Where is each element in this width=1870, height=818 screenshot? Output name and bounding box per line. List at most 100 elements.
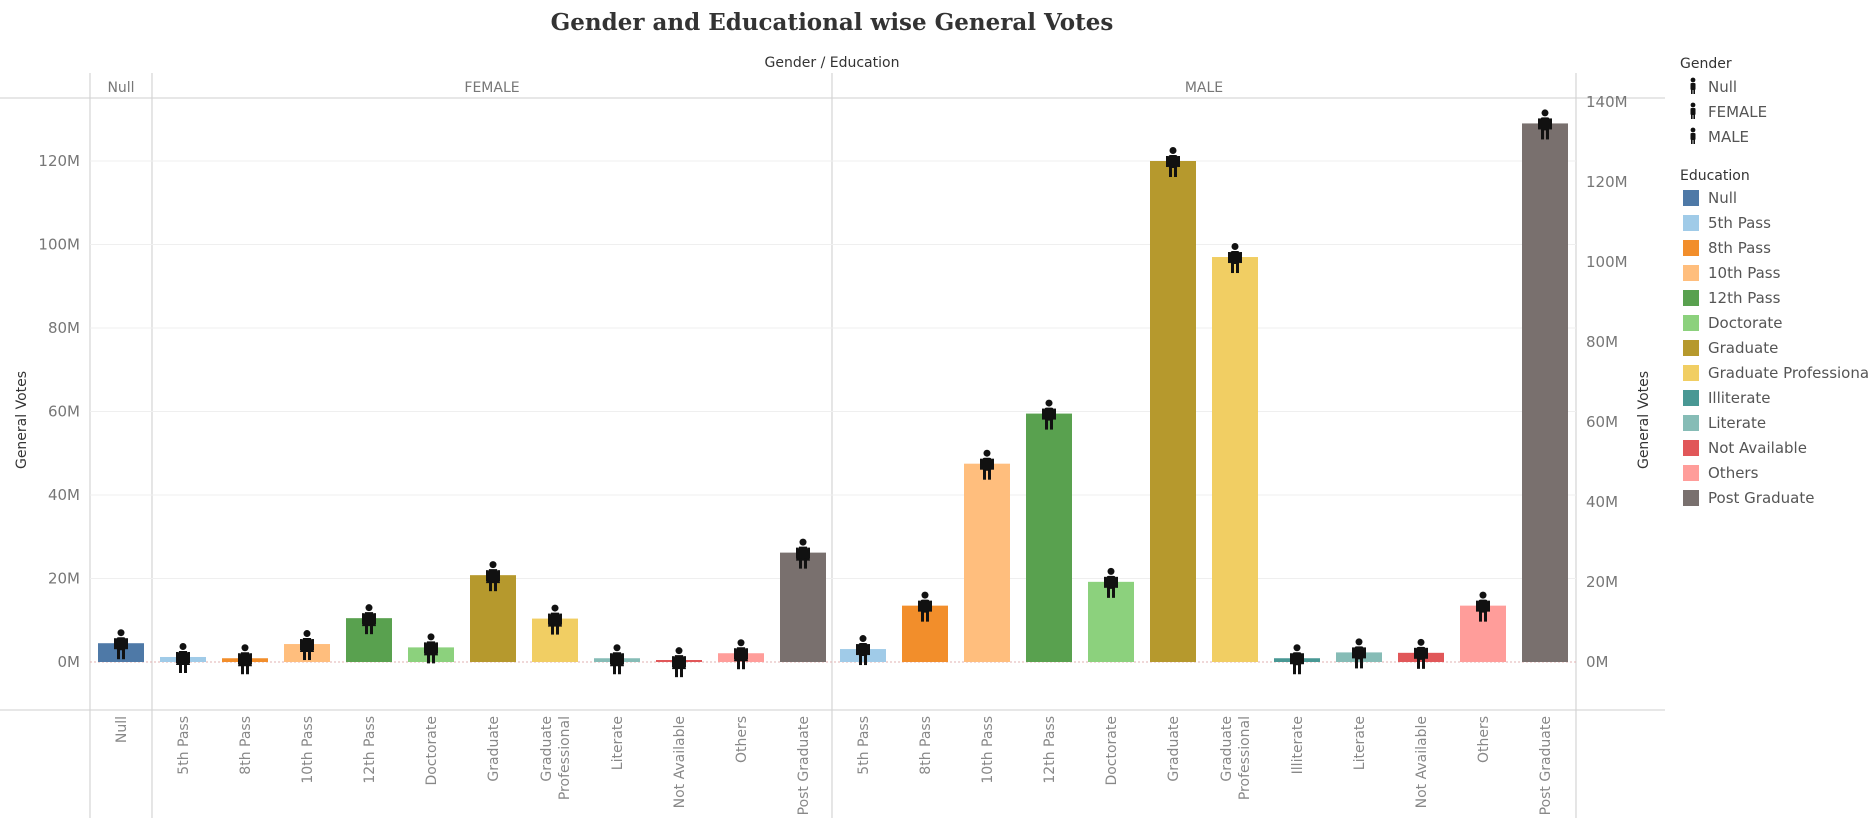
legend-swatch-not-available — [1683, 440, 1699, 456]
bar-male-others — [1460, 605, 1506, 662]
legend-swatch-5th-pass — [1683, 215, 1699, 231]
y-right-tick-label: 140M — [1586, 93, 1628, 111]
y-axis-label-right: General Votes — [1636, 371, 1652, 469]
x-label-female-post-graduate: Post Graduate — [796, 716, 812, 815]
legend-swatch-others — [1683, 465, 1699, 481]
bar-male-12th-pass — [1026, 413, 1072, 662]
x-label-male-others: Others — [1476, 716, 1492, 763]
legend-gender-title: Gender — [1680, 56, 1732, 72]
person-icon — [1042, 399, 1056, 430]
legend-education-item-graduate: Graduate — [1708, 339, 1778, 357]
legend-gender-item-female: FEMALE — [1708, 103, 1767, 121]
y-left-tick-label: 0M — [58, 653, 81, 671]
y-left-tick-label: 20M — [48, 570, 80, 588]
legend-gender-item-male: MALE — [1708, 128, 1749, 146]
x-label-male-post-graduate: Post Graduate — [1538, 716, 1554, 815]
bar-male-graduate-professional — [1212, 257, 1258, 662]
y-right-tick-label: 100M — [1586, 253, 1628, 271]
legend-education-item-10th-pass: 10th Pass — [1708, 264, 1781, 282]
x-label-male-illiterate: Illiterate — [1290, 716, 1306, 774]
x-label-null-null: Null — [114, 716, 130, 743]
legend-education-item-null: Null — [1708, 189, 1737, 207]
x-label-male-5th-pass: 5th Pass — [856, 716, 872, 775]
legend-education-item-8th-pass: 8th Pass — [1708, 239, 1771, 257]
female-icon — [672, 647, 686, 678]
female-icon — [548, 604, 562, 635]
legend-swatch-graduate — [1683, 340, 1699, 356]
pane-header-male: MALE — [1185, 80, 1223, 96]
legend-education-item-not-available: Not Available — [1708, 439, 1807, 457]
x-label-male-literate: Literate — [1352, 716, 1368, 770]
legend-education-item-illiterate: Illiterate — [1708, 389, 1771, 407]
chart-frame — [0, 73, 1665, 818]
legend-swatch-literate — [1683, 415, 1699, 431]
legend-gender-icon — [1690, 102, 1696, 119]
y-axis-right: 0M 20M 40M 60M 80M 100M 120M 140M — [1586, 93, 1628, 671]
y-left-tick-label: 60M — [48, 403, 80, 421]
legend-swatch-post-graduate — [1683, 490, 1699, 506]
legend-swatch-8th-pass — [1683, 240, 1699, 256]
x-label-female-graduate-professional: Graduate — [539, 716, 555, 782]
legend-swatch-10th-pass — [1683, 265, 1699, 281]
bars — [98, 123, 1568, 663]
bar-female-post-graduate — [780, 552, 826, 662]
female-icon — [362, 604, 376, 635]
x-label-female-10th-pass: 10th Pass — [300, 716, 316, 784]
chart-title: Gender and Educational wise General Vote… — [551, 9, 1114, 36]
person-icon — [1538, 109, 1552, 140]
legend-gender-icon — [1690, 77, 1696, 94]
pane-headers: Null FEMALE MALE — [107, 80, 1223, 96]
person-icon — [918, 591, 932, 622]
x-label-female-graduate-professional: Professional — [557, 716, 573, 800]
x-label-male-10th-pass: 10th Pass — [980, 716, 996, 784]
legend-education-item-doctorate: Doctorate — [1708, 314, 1783, 332]
legend-gender-icon — [1690, 127, 1696, 144]
legend-education-item-post-graduate: Post Graduate — [1708, 489, 1814, 507]
female-icon — [424, 633, 438, 664]
bar-male-graduate — [1150, 161, 1196, 662]
y-right-tick-label: 80M — [1586, 333, 1618, 351]
legend-education-item-graduate-professional: Graduate Professional — [1708, 364, 1870, 382]
x-label-male-8th-pass: 8th Pass — [918, 716, 934, 775]
person-icon — [1414, 638, 1428, 669]
legend-swatch-graduate-professional — [1683, 365, 1699, 381]
pane-header-female: FEMALE — [464, 80, 519, 96]
x-label-female-literate: Literate — [610, 716, 626, 770]
y-left-tick-label: 40M — [48, 486, 80, 504]
x-label-female-others: Others — [734, 716, 750, 763]
y-right-tick-label: 40M — [1586, 493, 1618, 511]
bar-male-doctorate — [1088, 581, 1134, 662]
x-label-male-doctorate: Doctorate — [1104, 716, 1120, 786]
bar-null-null — [98, 643, 144, 662]
x-label-male-12th-pass: 12th Pass — [1042, 716, 1058, 784]
x-label-female-graduate: Graduate — [486, 716, 502, 782]
x-label-female-5th-pass: 5th Pass — [176, 716, 192, 775]
legend-swatch-12th-pass — [1683, 290, 1699, 306]
x-label-male-graduate: Graduate — [1166, 716, 1182, 782]
female-icon — [238, 644, 252, 675]
y-axis-left: 0M 20M 40M 60M 80M 100M 120M — [38, 152, 80, 671]
y-axis-label-left: General Votes — [14, 371, 30, 469]
pane-header-null: Null — [107, 80, 134, 96]
column-header: Gender / Education — [765, 55, 900, 71]
person-icon — [1228, 243, 1242, 274]
female-icon — [734, 639, 748, 670]
x-label-female-8th-pass: 8th Pass — [238, 716, 254, 775]
person-icon — [1166, 147, 1180, 177]
x-axis-labels: Null 5th Pass 8th Pass 10th Pass 12th Pass Do… — [114, 716, 1554, 815]
bar-male-10th-pass — [964, 463, 1010, 662]
person-icon — [980, 449, 994, 480]
female-icon — [610, 644, 624, 675]
legend-education-item-12th-pass: 12th Pass — [1708, 289, 1781, 307]
y-left-tick-label: 100M — [38, 236, 80, 254]
person-icon — [1352, 638, 1366, 669]
legend-education-title: Education — [1680, 168, 1750, 184]
bar-female-graduate — [470, 575, 516, 662]
y-right-tick-label: 20M — [1586, 573, 1618, 591]
gridlines — [90, 160, 1576, 663]
legend-swatch-null — [1683, 190, 1699, 206]
legend-education-item-literate: Literate — [1708, 414, 1766, 432]
person-icon — [856, 635, 870, 666]
female-icon — [796, 538, 810, 569]
legend-education-item-5th-pass: 5th Pass — [1708, 214, 1771, 232]
